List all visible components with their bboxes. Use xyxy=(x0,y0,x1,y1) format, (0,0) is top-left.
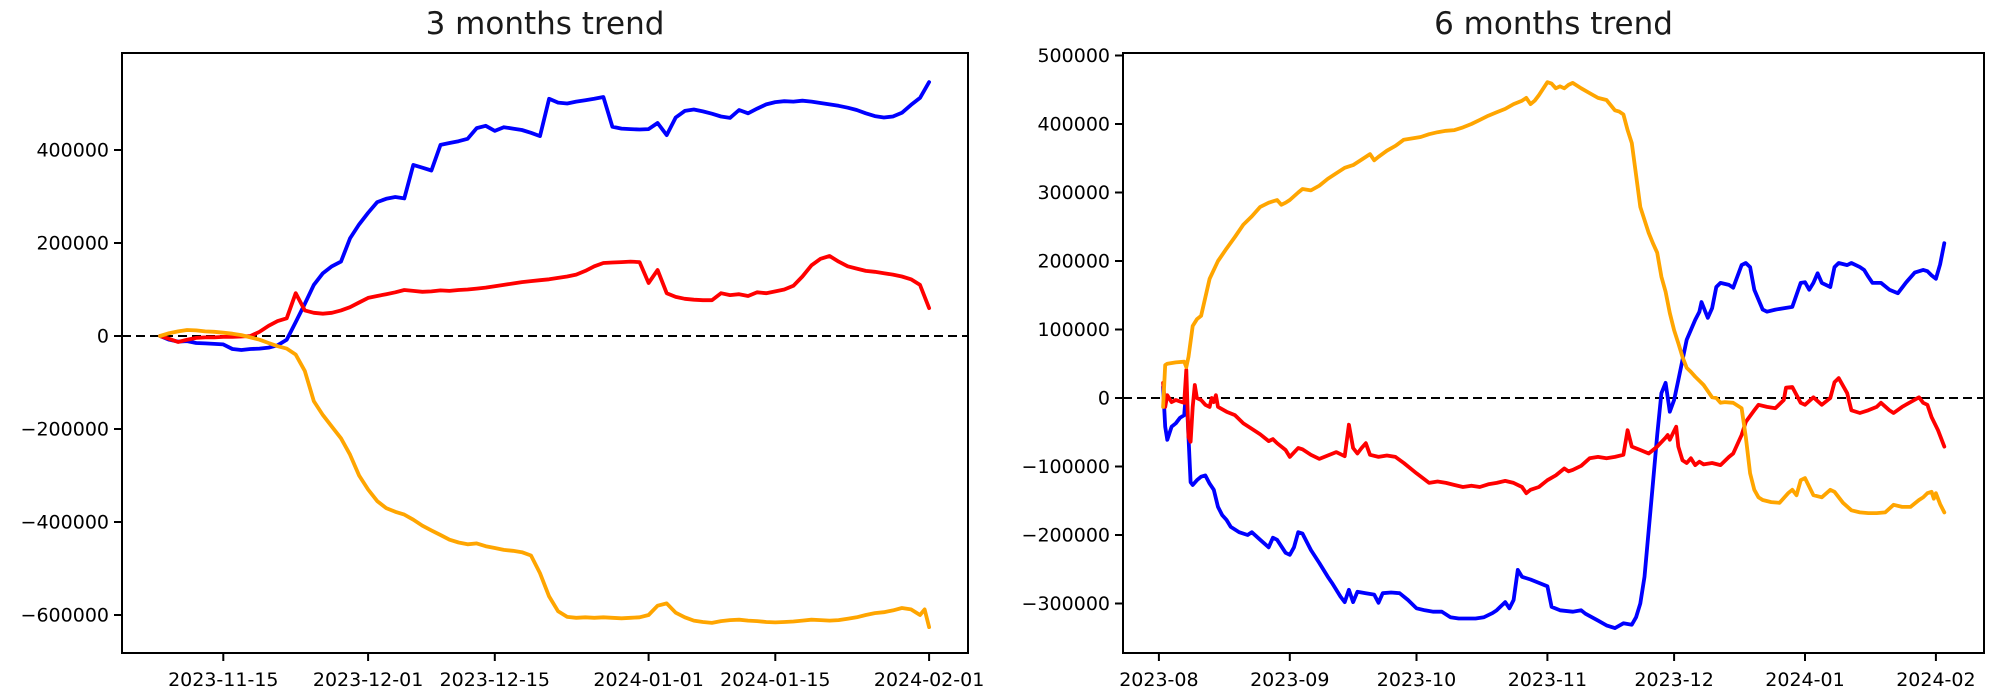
y-tick-label: 400000 xyxy=(36,140,109,162)
x-tick-label: 2023-11 xyxy=(1508,669,1587,691)
series-red xyxy=(1161,367,1947,496)
x-tick-label: 2024-02-01 xyxy=(874,669,984,691)
series-blue xyxy=(158,80,931,352)
chart-six-months: 500000 400000 300000 200000 100000 0 −100000 −2… xyxy=(1022,45,1985,691)
chart-title-6-months: 6 months trend xyxy=(1434,6,1673,42)
x-tick-label: 2023-12-15 xyxy=(440,669,550,691)
x-tick-label: 2023-12 xyxy=(1634,669,1713,691)
y-tick-label: −200000 xyxy=(1022,525,1110,547)
y-tick-label: −400000 xyxy=(21,512,109,534)
x-tick-label: 2024-01-01 xyxy=(593,669,703,691)
y-tick-label: −300000 xyxy=(1022,593,1110,615)
plot-border xyxy=(1122,52,1985,654)
x-tick-label: 2023-09 xyxy=(1250,669,1329,691)
x-tick-label: 2023-11-15 xyxy=(168,669,278,691)
x-tick-label: 2023-10 xyxy=(1377,669,1456,691)
series-red xyxy=(158,254,931,344)
y-tick-label: −100000 xyxy=(1022,456,1110,478)
y-tick-label: 300000 xyxy=(1037,182,1110,204)
y-tick-label: 200000 xyxy=(36,233,109,255)
y-tick-label: −600000 xyxy=(21,605,109,627)
series-blue xyxy=(1161,241,1947,630)
x-tick-label: 2023-08 xyxy=(1119,669,1198,691)
x-tick-label: 2024-02 xyxy=(1896,669,1975,691)
x-tick-label: 2024-01-15 xyxy=(720,669,830,691)
y-tick-label: 400000 xyxy=(1037,114,1110,136)
chart-three-months: 400000 200000 0 −200000 −400000 −600000 2023-1… xyxy=(21,52,984,691)
x-tick-label: 2023-12-01 xyxy=(313,669,423,691)
y-tick-label: 0 xyxy=(1098,388,1110,410)
y-tick-label: 200000 xyxy=(1037,251,1110,273)
series-orange xyxy=(158,328,931,629)
y-tick-label: −200000 xyxy=(21,419,109,441)
y-tick-label: 100000 xyxy=(1037,319,1110,341)
y-tick-label: 0 xyxy=(97,326,109,348)
x-tick-label: 2024-01 xyxy=(1765,669,1844,691)
chart-title-3-months: 3 months trend xyxy=(425,6,665,42)
plot-border xyxy=(121,52,969,654)
series-orange xyxy=(1161,80,1947,515)
y-tick-label: 500000 xyxy=(1037,45,1110,67)
